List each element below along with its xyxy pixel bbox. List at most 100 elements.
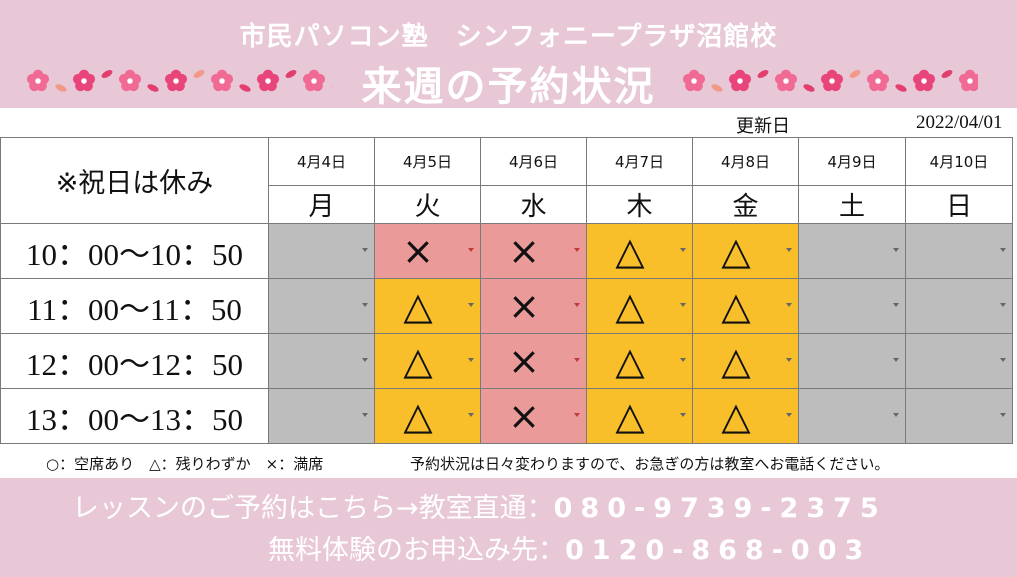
availability-cell[interactable] <box>798 223 906 279</box>
availability-cell[interactable] <box>268 388 375 444</box>
legend-notice: 予約状況は日々変わりますので、お急ぎの方は教室へお電話ください。 <box>410 455 890 473</box>
dropdown-arrow-icon[interactable] <box>1000 248 1006 252</box>
school-name: 市民パソコン塾 シンフォニープラザ沼館校 <box>239 22 778 52</box>
cherry-blossom-icon <box>210 69 234 92</box>
availability-cell[interactable] <box>268 223 375 279</box>
dropdown-arrow-icon[interactable] <box>786 413 792 417</box>
availability-cell[interactable]: △ <box>692 333 799 389</box>
weekday-header: 月 <box>268 185 375 224</box>
dropdown-arrow-icon[interactable] <box>893 413 899 417</box>
time-range: 13：00〜13：50 <box>0 388 269 444</box>
availability-mark: △ <box>403 284 433 328</box>
dropdown-arrow-icon[interactable] <box>680 413 686 417</box>
dropdown-arrow-icon[interactable] <box>362 358 368 362</box>
dropdown-arrow-icon[interactable] <box>680 248 686 252</box>
availability-cell[interactable] <box>798 278 906 334</box>
availability-mark: × <box>508 394 540 438</box>
availability-cell[interactable]: △ <box>586 388 693 444</box>
availability-cell[interactable]: × <box>480 223 587 279</box>
schedule-table: ※祝日は休み 4月4日 4月5日 4月6日 4月7日 4月8日 4月9日 4月1… <box>0 137 1013 444</box>
dropdown-arrow-icon[interactable] <box>786 248 792 252</box>
availability-cell[interactable]: △ <box>374 333 481 389</box>
updated-label: 更新日 <box>736 116 790 137</box>
availability-mark: △ <box>615 229 645 273</box>
time-range: 10：00〜10：50 <box>0 223 269 279</box>
schedule-body: 10：00〜10：50 × × △ △ 11：00〜11：50 △ × △ △ 12：00〜12：5… <box>0 223 1013 444</box>
cherry-blossom-icon <box>256 69 280 92</box>
cherry-blossom-icon <box>26 69 50 92</box>
availability-mark: × <box>402 229 434 273</box>
availability-cell[interactable] <box>905 388 1013 444</box>
availability-mark: △ <box>721 339 751 383</box>
availability-cell[interactable]: × <box>480 278 587 334</box>
availability-cell[interactable] <box>268 333 375 389</box>
availability-cell[interactable]: × <box>480 333 587 389</box>
legend: ○：空席あり △：残りわずか ×：満席 予約状況は日々変わりますので、お急ぎの方… <box>0 449 1017 477</box>
dropdown-arrow-icon[interactable] <box>1000 303 1006 307</box>
availability-cell[interactable]: △ <box>374 278 481 334</box>
availability-mark: △ <box>721 229 751 273</box>
date-header: 4月7日 <box>586 137 693 186</box>
time-slot-row: 12：00〜12：50 △ × △ △ <box>0 333 1013 389</box>
date-header: 4月4日 <box>268 137 375 186</box>
availability-mark: △ <box>403 339 433 383</box>
date-header: 4月9日 <box>798 137 906 186</box>
availability-cell[interactable]: △ <box>586 333 693 389</box>
availability-cell[interactable]: △ <box>374 388 481 444</box>
availability-cell[interactable]: △ <box>692 278 799 334</box>
cherry-blossom-icon <box>302 69 326 92</box>
availability-cell[interactable]: △ <box>586 278 693 334</box>
dropdown-arrow-icon[interactable] <box>574 358 580 362</box>
availability-mark: △ <box>403 394 433 438</box>
dropdown-arrow-icon[interactable] <box>362 413 368 417</box>
availability-cell[interactable] <box>905 333 1013 389</box>
petal-icon <box>803 84 815 92</box>
petal-icon <box>895 84 907 92</box>
petal-icon <box>239 84 251 92</box>
dropdown-arrow-icon[interactable] <box>1000 413 1006 417</box>
availability-cell[interactable] <box>798 333 906 389</box>
time-range: 12：00〜12：50 <box>0 333 269 389</box>
availability-cell[interactable] <box>268 278 375 334</box>
dropdown-arrow-icon[interactable] <box>468 303 474 307</box>
cherry-blossom-icon <box>72 69 96 92</box>
petal-icon <box>849 70 861 78</box>
dropdown-arrow-icon[interactable] <box>468 248 474 252</box>
availability-cell[interactable] <box>905 278 1013 334</box>
dropdown-arrow-icon[interactable] <box>893 358 899 362</box>
availability-cell[interactable]: △ <box>586 223 693 279</box>
page-title: 来週の予約状況 <box>361 64 656 110</box>
availability-cell[interactable]: × <box>480 388 587 444</box>
cherry-blossom-icon <box>912 69 936 92</box>
dropdown-arrow-icon[interactable] <box>1000 358 1006 362</box>
availability-mark: × <box>508 339 540 383</box>
dropdown-arrow-icon[interactable] <box>574 413 580 417</box>
dropdown-arrow-icon[interactable] <box>468 358 474 362</box>
dropdown-arrow-icon[interactable] <box>786 303 792 307</box>
date-header: 4月5日 <box>374 137 481 186</box>
petal-icon <box>101 70 113 78</box>
dropdown-arrow-icon[interactable] <box>362 303 368 307</box>
dropdown-arrow-icon[interactable] <box>574 248 580 252</box>
cherry-blossom-icon <box>118 69 142 92</box>
dropdown-arrow-icon[interactable] <box>362 248 368 252</box>
date-header: 4月10日 <box>905 137 1013 186</box>
availability-cell[interactable]: × <box>374 223 481 279</box>
availability-cell[interactable]: △ <box>692 223 799 279</box>
dropdown-arrow-icon[interactable] <box>680 358 686 362</box>
dropdown-arrow-icon[interactable] <box>468 413 474 417</box>
dropdown-arrow-icon[interactable] <box>680 303 686 307</box>
petal-icon <box>193 70 205 78</box>
footer-banner: レッスンのご予約はこちら→教室直通：080-9739-2375 無料体験のお申込… <box>0 478 1017 577</box>
cherry-blossom-decoration-right <box>682 69 978 92</box>
dropdown-arrow-icon[interactable] <box>786 358 792 362</box>
availability-cell[interactable] <box>798 388 906 444</box>
cherry-blossom-icon <box>728 69 752 92</box>
dropdown-arrow-icon[interactable] <box>574 303 580 307</box>
availability-cell[interactable]: △ <box>692 388 799 444</box>
dropdown-arrow-icon[interactable] <box>893 303 899 307</box>
petal-icon <box>941 70 953 78</box>
dropdown-arrow-icon[interactable] <box>893 248 899 252</box>
availability-cell[interactable] <box>905 223 1013 279</box>
lesson-contact-label: レッスンのご予約はこちら→教室直通： <box>72 493 554 524</box>
